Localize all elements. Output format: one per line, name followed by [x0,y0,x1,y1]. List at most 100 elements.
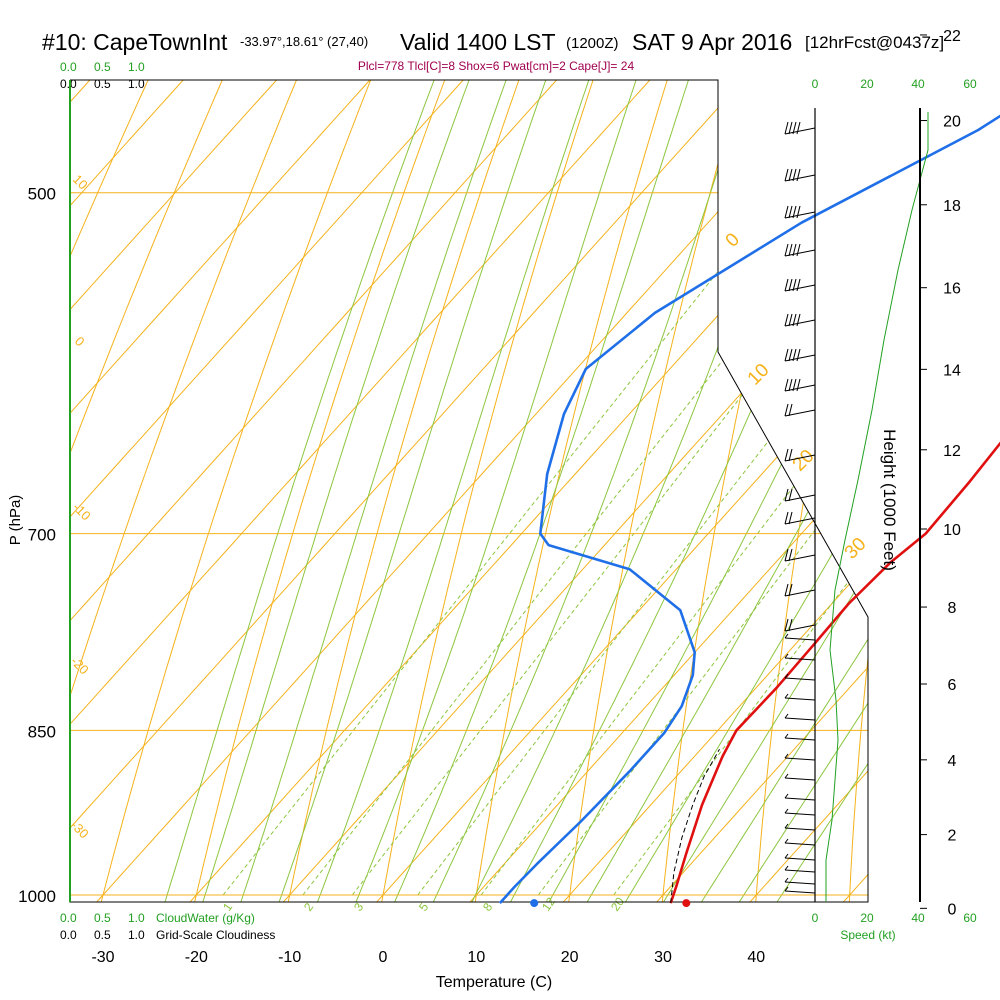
wind-barb-staff [784,637,816,641]
isotherm-line [70,80,285,902]
isotherm-line [70,80,868,902]
wind-barb [784,713,816,721]
moist-adiabat-line [450,80,868,902]
wind-speed-tick: 40 [911,77,925,91]
wind-barb-flag [784,243,789,257]
height-tick-label: 10 [943,522,961,539]
isotherm-line [70,80,868,902]
bottom-cloudwater-label: CloudWater (g/Kg) [156,911,255,925]
wind-barb-flag [784,733,789,739]
wind-barb [784,865,816,873]
wind-barb-flag [788,348,793,362]
isotherm-line [804,80,868,902]
wind-barb-flag [784,583,789,597]
isotherm-line [70,80,565,902]
top-cloudiness-tick: 0.5 [94,77,111,91]
wind-speed-tick: 60 [963,911,977,925]
wind-barb-flag [784,673,789,679]
wind-barb-flag [792,313,797,327]
wind-barb-flag [796,348,801,362]
top-cloudwater-tick: 1.0 [128,60,145,74]
moist-adiabat-line [599,80,868,902]
mixing-ratio-line [302,80,868,896]
temperature-tick-label: 40 [747,949,765,966]
height-tick-label: 4 [948,753,957,770]
top-cloudiness-tick: 0.0 [60,77,77,91]
dry-adiabat-line [942,0,1000,944]
wind-barb-staff [784,657,816,661]
wind-barb-staff [784,717,816,721]
mixing-ratio-line [222,80,868,896]
height-tick-label: 8 [948,600,957,617]
isobar-lines [70,192,868,896]
wind-barb-flag [784,853,789,859]
wind-barb [784,548,816,562]
wind-barb-flag [792,121,797,135]
height-tick-label: 12 [943,443,961,460]
wind-barb-staff [784,797,816,801]
height-tick-label: 14 [943,362,961,379]
wind-barb-flag [784,448,789,462]
isotherm-line [151,80,868,902]
wind-barb-flag [796,243,801,257]
wind-barb-flag [784,403,789,417]
dry-adiabat-label: 10 [744,360,774,390]
wind-barb-flag [784,511,789,525]
wind-barb-flag [784,793,789,799]
moist-adiabat-line [188,80,730,902]
wind-barb-flag [792,348,797,362]
wind-speed-label: Speed (kt) [840,928,895,942]
height-tick-label: 16 [943,281,961,298]
bottom-cloudiness-tick: 0.0 [60,928,77,942]
wind-barb-staff [784,211,816,219]
top-cloudiness-scale: 0.0 0.5 1.0 [60,77,145,91]
mixing-ratio-line [480,80,868,896]
height-axis-label: Height (1000 Feet) [880,429,899,571]
wind-barb [784,488,816,502]
bottom-cloudwater-tick: 0.0 [60,911,77,925]
height-tick-label: 22 [943,28,961,45]
wind-barb-flag [796,121,801,135]
moist-adiabat-line [524,80,868,902]
pressure-tick-label: 1000 [18,887,56,906]
wind-barb-flag [792,168,797,182]
top-cloudwater-tick: 0.5 [94,60,111,74]
wind-barb-flag [788,205,793,219]
isotherm-label: -20 [68,654,92,678]
wind-barb [784,886,816,894]
dewpoint-trace [498,114,1000,904]
wind-barb-flag [788,548,793,562]
wind-barb [784,633,816,641]
dry-adiabat-line [657,80,868,902]
wind-barb [784,121,816,135]
wind-barb-flag [788,403,793,417]
wind-barb-flag [796,378,801,392]
wind-barb-staff [784,384,816,392]
moist-adiabat-line [636,80,868,902]
isotherm-line [70,80,868,902]
dry-adiabat-line [70,80,583,902]
wind-barb [784,653,816,661]
dry-adiabat-line [279,80,770,902]
height-tick-label: 20 [943,114,961,131]
temperature-axis-label: Temperature (C) [436,974,552,991]
wind-barb [784,693,816,701]
wind-barb [784,205,816,219]
wind-barb-flag [784,378,789,392]
moist-adiabat-line [338,80,868,902]
wind-barb-flag [784,773,789,779]
wind-barb [784,583,816,597]
wind-barb [784,511,816,525]
mixing-ratio-line [417,80,868,896]
height-tick-label: 0 [948,901,957,918]
moist-adiabat-line [263,80,794,902]
temperature-tick-label: 10 [467,949,485,966]
wind-barb-staff [784,454,816,462]
wind-barb [784,773,816,781]
dry-adiabat-line [847,80,868,902]
mixing-ratio-line [613,80,868,896]
wind-barb-flag [788,448,793,462]
moist-adiabat-line [674,80,868,902]
wind-barb-flag [788,488,793,502]
temperature-tick-label: 0 [379,949,388,966]
